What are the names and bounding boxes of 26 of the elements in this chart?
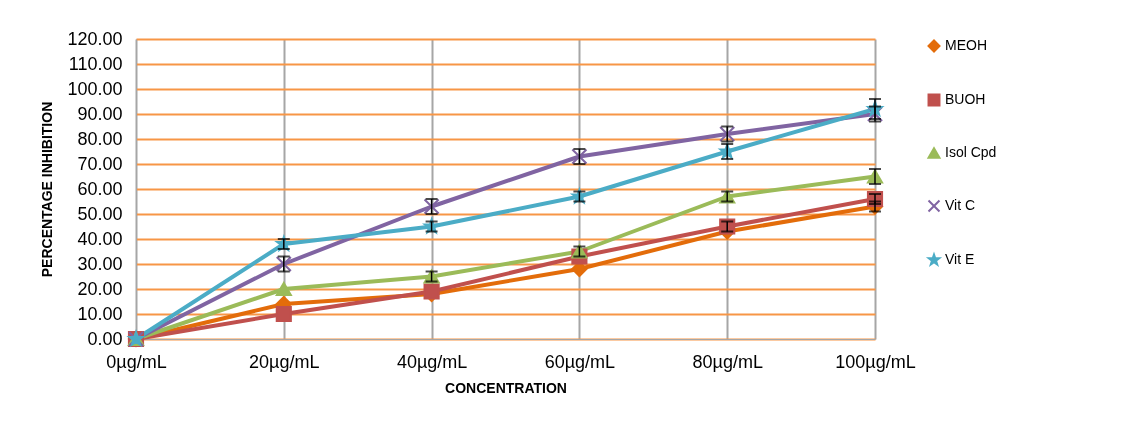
y-tick-label: 100.00 (67, 78, 123, 99)
legend-label: Vit E (945, 251, 975, 267)
y-tick-label: 50.00 (77, 203, 123, 224)
y-tick-label: 70.00 (77, 153, 123, 174)
y-tick-label: 80.00 (77, 128, 123, 149)
x-tick-label: 60µg/mL (544, 351, 616, 372)
x-tick-label: 20µg/mL (249, 351, 320, 372)
legend-label: Isol Cpd (945, 144, 997, 160)
y-tick-label: 20.00 (77, 278, 123, 299)
x-tick-label: 80µg/mL (692, 351, 763, 372)
legend-label: MEOH (945, 37, 987, 53)
y-tick-label: 40.00 (77, 228, 123, 249)
y-tick-label: 30.00 (77, 253, 123, 274)
x-tick-label: 100µg/mL (835, 351, 916, 372)
y-tick-label: 90.00 (77, 103, 123, 124)
legend-label: BUOH (945, 91, 986, 107)
y-tick-label: 0.00 (87, 328, 123, 349)
y-axis-title: PERCENTAGE INHIBITION (39, 101, 56, 278)
x-axis-title: CONCENTRATION (445, 379, 567, 396)
y-tick-label: 120.00 (67, 28, 123, 49)
y-tick-label: 10.00 (77, 303, 123, 324)
x-tick-label: 40µg/mL (396, 351, 468, 372)
x-tick-label: 0µg/mL (106, 351, 167, 372)
y-tick-label: 110.00 (68, 53, 123, 74)
y-tick-label: 60.00 (77, 178, 123, 199)
legend-label: Vit C (945, 197, 976, 213)
